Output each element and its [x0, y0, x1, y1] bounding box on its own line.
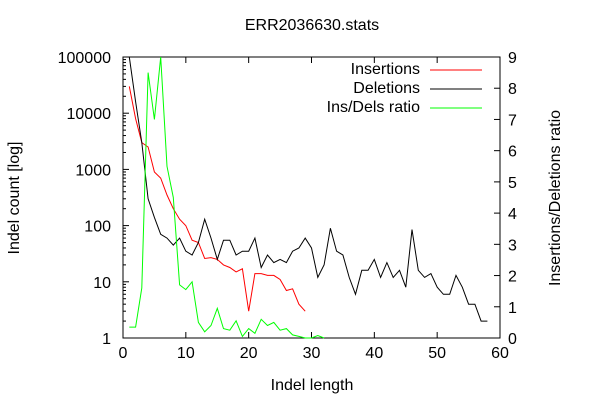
x-axis: 0 10 20 30 40 50 60 — [119, 57, 509, 362]
series-line-ins-dels-ratio — [129, 56, 325, 339]
series-line-deletions — [128, 56, 488, 322]
y-axis-left: 1 10 100 1000 10000 100000 — [58, 50, 129, 348]
legend-label-deletions: Deletions — [353, 80, 420, 97]
y2-axis-label: Insertions/Deletions ratio — [547, 110, 564, 286]
y2-tick-label: 1 — [508, 300, 517, 317]
y2-tick-label: 5 — [508, 175, 517, 192]
legend-label-insertions: Insertions — [351, 61, 420, 78]
series-layer — [128, 56, 488, 339]
legend: Insertions Deletions Ins/Dels ratio — [327, 61, 482, 116]
y-tick-label: 1000 — [75, 162, 111, 179]
series-line-insertions — [128, 86, 306, 312]
y-tick-label: 10000 — [67, 106, 112, 123]
y2-tick-label: 0 — [508, 331, 517, 348]
y-tick-label: 100 — [84, 219, 111, 236]
x-tick-label: 30 — [303, 345, 321, 362]
chart-title: ERR2036630.stats — [245, 17, 379, 34]
y-tick-label: 10 — [93, 275, 111, 292]
y2-tick-label: 9 — [508, 50, 517, 67]
y2-tick-label: 3 — [508, 237, 517, 254]
x-tick-label: 50 — [428, 345, 446, 362]
legend-label-ratio: Ins/Dels ratio — [327, 99, 420, 116]
y2-tick-label: 8 — [508, 81, 517, 98]
y2-tick-label: 7 — [508, 112, 517, 129]
y-axis-right: 0 1 2 3 4 5 6 7 8 9 — [494, 50, 517, 348]
y-tick-label: 100000 — [58, 50, 111, 67]
x-tick-label: 10 — [177, 345, 195, 362]
y-tick-label: 1 — [102, 331, 111, 348]
x-tick-label: 60 — [491, 345, 509, 362]
y2-tick-label: 4 — [508, 206, 517, 223]
x-tick-label: 20 — [240, 345, 258, 362]
x-axis-label: Indel length — [271, 377, 354, 394]
y2-tick-label: 2 — [508, 269, 517, 286]
x-tick-label: 40 — [365, 345, 383, 362]
y2-tick-label: 6 — [508, 144, 517, 161]
x-tick-label: 0 — [119, 345, 128, 362]
y-axis-label: Indel count [log] — [6, 142, 23, 255]
plot-frame — [122, 56, 501, 339]
